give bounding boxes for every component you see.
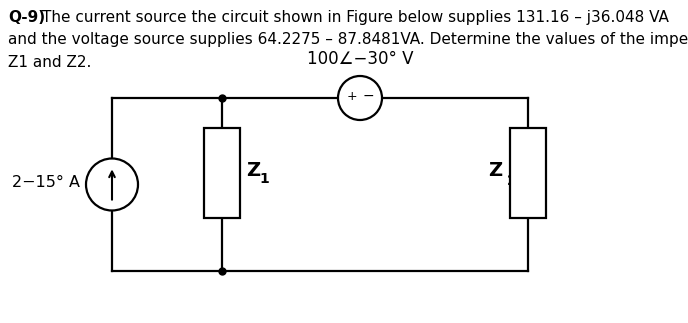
Bar	[204, 128, 240, 218]
Bar	[510, 128, 546, 218]
Text: Z: Z	[246, 162, 260, 181]
Text: 2: 2	[507, 174, 517, 188]
Text: Q-9): Q-9)	[8, 10, 45, 25]
Circle shape	[338, 76, 382, 120]
Text: 100∠−30° V: 100∠−30° V	[307, 50, 413, 68]
Text: 2−15° A: 2−15° A	[12, 175, 80, 190]
Text: Z1 and Z2.: Z1 and Z2.	[8, 55, 92, 70]
Text: The current source the circuit shown in Figure below supplies 131.16 – j36.048 V: The current source the circuit shown in …	[42, 10, 669, 25]
Text: and the voltage source supplies 64.2275 – 87.8481VA. Determine the values of the: and the voltage source supplies 64.2275 …	[8, 32, 688, 47]
Text: Z: Z	[488, 162, 502, 181]
Text: +: +	[347, 89, 357, 102]
Text: 1: 1	[259, 172, 269, 186]
Circle shape	[86, 159, 138, 211]
Text: −: −	[362, 89, 374, 103]
